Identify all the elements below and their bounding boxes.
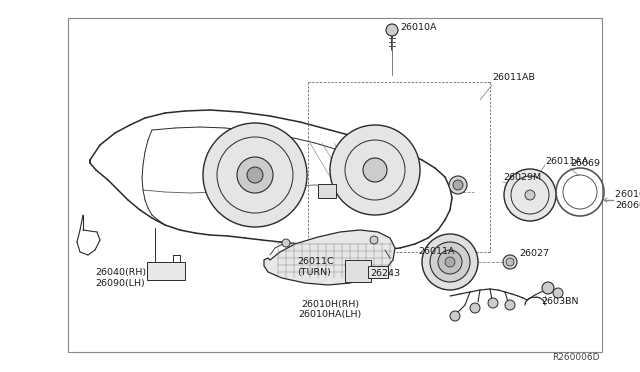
Circle shape — [445, 257, 455, 267]
Text: 26069: 26069 — [570, 158, 600, 167]
Circle shape — [488, 298, 498, 308]
Bar — [68, 18, 602, 352]
Text: 26011C
(TURN): 26011C (TURN) — [297, 257, 333, 277]
Bar — [368, 266, 388, 278]
Circle shape — [449, 176, 467, 194]
Polygon shape — [264, 230, 395, 285]
Circle shape — [363, 158, 387, 182]
Bar — [318, 184, 336, 198]
Text: 26010A: 26010A — [400, 23, 436, 32]
Circle shape — [504, 169, 556, 221]
Circle shape — [553, 288, 563, 298]
Circle shape — [525, 190, 535, 200]
Circle shape — [505, 300, 515, 310]
Bar — [345, 260, 371, 282]
Circle shape — [470, 303, 480, 313]
Circle shape — [503, 255, 517, 269]
Circle shape — [330, 125, 420, 215]
Text: 2603BN: 2603BN — [541, 298, 579, 307]
Circle shape — [438, 250, 462, 274]
Circle shape — [453, 180, 463, 190]
Text: 26010 (RH)
26060(LH): 26010 (RH) 26060(LH) — [615, 190, 640, 210]
Text: 26011AA: 26011AA — [545, 157, 588, 167]
Circle shape — [430, 242, 470, 282]
Text: 26010H(RH)
26010HA(LH): 26010H(RH) 26010HA(LH) — [298, 300, 362, 320]
Text: 26011A: 26011A — [418, 247, 454, 257]
Text: 26243: 26243 — [370, 269, 400, 278]
Text: 26029M: 26029M — [503, 173, 541, 183]
Circle shape — [506, 258, 514, 266]
Circle shape — [237, 157, 273, 193]
Bar — [147, 262, 185, 280]
Circle shape — [422, 234, 478, 290]
Text: 26040(RH)
26090(LH): 26040(RH) 26090(LH) — [95, 268, 146, 288]
Text: R260006D: R260006D — [552, 353, 600, 362]
Text: 26027: 26027 — [519, 250, 549, 259]
Circle shape — [247, 167, 263, 183]
Circle shape — [203, 123, 307, 227]
Circle shape — [542, 282, 554, 294]
Circle shape — [450, 311, 460, 321]
Text: 26011AB: 26011AB — [492, 73, 535, 82]
Circle shape — [386, 24, 398, 36]
Circle shape — [282, 239, 290, 247]
Circle shape — [370, 236, 378, 244]
